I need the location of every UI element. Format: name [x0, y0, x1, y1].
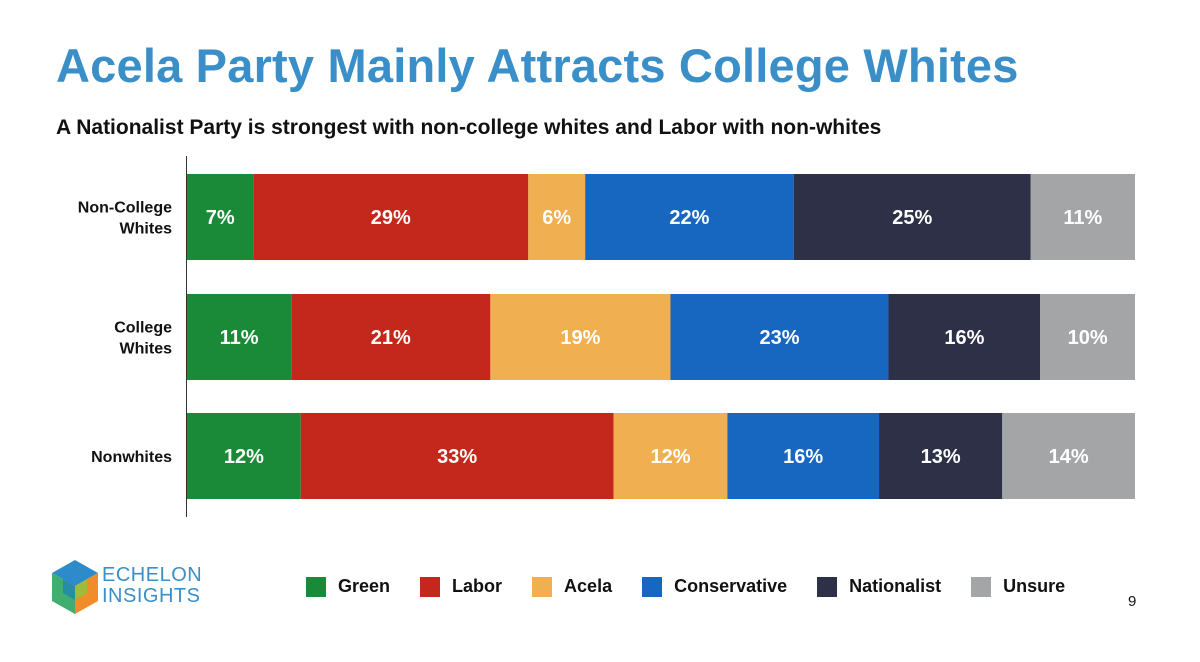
category-label-0-1: Whites — [120, 221, 173, 238]
legend-label-unsure: Unsure — [1003, 576, 1066, 596]
category-label-1-1: Whites — [120, 341, 173, 358]
logo-line-1: ECHELON — [102, 564, 203, 586]
bar-label-unsure-1: 10% — [1068, 327, 1108, 349]
legend-label-green: Green — [338, 576, 391, 596]
bar-label-unsure-0: 11% — [1063, 207, 1102, 229]
legend-label-nationalist: Nationalist — [849, 576, 942, 596]
bar-unsure-2 — [1002, 413, 1135, 499]
bar-label-labor-0: 29% — [371, 207, 411, 229]
echelon-logo-icon — [52, 560, 98, 614]
legend-item-unsure: Unsure — [971, 576, 1065, 597]
bar-labor-0 — [253, 174, 529, 260]
chart-legend: Green Labor Acela Conservative Nationalist Un… — [306, 576, 1095, 597]
legend-swatch-labor — [420, 576, 441, 597]
bar-label-nationalist-0: 25% — [892, 207, 932, 229]
category-label-0-0: Non-College — [78, 200, 172, 217]
bar-nationalist-2 — [879, 413, 1003, 499]
legend-swatch-nationalist — [817, 576, 838, 597]
bar-label-nationalist-1: 16% — [944, 327, 984, 349]
legend-label-labor: Labor — [452, 576, 503, 596]
legend-item-conservative: Conservative — [642, 576, 787, 597]
bar-green-2 — [187, 413, 301, 499]
bar-label-labor-2: 33% — [437, 446, 477, 468]
bar-labor-2 — [300, 413, 614, 499]
bar-nationalist-0 — [793, 174, 1031, 260]
bar-conservative-2 — [727, 413, 880, 499]
bar-label-conservative-2: 16% — [783, 446, 823, 468]
page-number: 9 — [1128, 593, 1137, 610]
category-label-1-0: College — [114, 320, 172, 337]
bar-label-acela-2: 12% — [650, 446, 690, 468]
legend-item-acela: Acela — [532, 576, 612, 597]
bar-label-conservative-1: 23% — [759, 327, 799, 349]
legend-item-green: Green — [306, 576, 390, 597]
legend-swatch-acela — [532, 576, 553, 597]
legend-item-labor: Labor — [420, 576, 502, 597]
bar-label-labor-1: 21% — [371, 327, 411, 349]
bar-green-0 — [187, 174, 254, 260]
bar-label-acela-1: 19% — [560, 327, 600, 349]
bar-label-nationalist-2: 13% — [921, 446, 961, 468]
bar-conservative-1 — [670, 294, 889, 380]
legend-swatch-unsure — [971, 576, 992, 597]
bar-acela-0 — [528, 174, 586, 260]
legend-swatch-conservative — [642, 576, 663, 597]
logo-line-2: INSIGHTS — [102, 585, 201, 607]
bar-nationalist-1 — [888, 294, 1041, 380]
page-title: Acela Party Mainly Attracts College Whit… — [56, 39, 1019, 92]
bar-label-acela-0: 6% — [542, 207, 571, 229]
legend-swatch-green — [306, 576, 326, 597]
bar-labor-1 — [291, 294, 491, 380]
legend-label-conservative: Conservative — [674, 576, 788, 596]
bar-label-green-0: 7% — [206, 207, 235, 229]
echelon-logo-text: ECHELON INSIGHTS — [102, 565, 202, 607]
bar-label-unsure-2: 14% — [1049, 446, 1089, 468]
bar-unsure-1 — [1040, 294, 1135, 380]
bar-acela-1 — [490, 294, 671, 380]
bar-acela-2 — [613, 413, 728, 499]
category-label-2-0: Nonwhites — [91, 449, 172, 466]
bar-label-conservative-0: 22% — [669, 207, 709, 229]
bar-green-1 — [187, 294, 292, 380]
bar-label-green-1: 11% — [220, 327, 259, 349]
legend-label-acela: Acela — [564, 576, 613, 596]
bar-label-green-2: 12% — [224, 446, 264, 468]
page-subtitle: A Nationalist Party is strongest with no… — [56, 116, 882, 139]
legend-item-nationalist: Nationalist — [817, 576, 941, 597]
bar-conservative-0 — [585, 174, 794, 260]
bar-unsure-0 — [1030, 174, 1135, 260]
